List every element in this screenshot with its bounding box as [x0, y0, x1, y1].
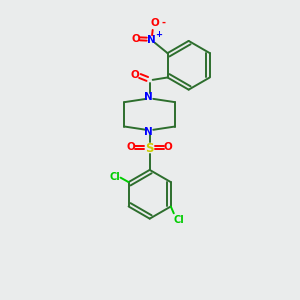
Text: +: +: [155, 30, 162, 39]
Text: O: O: [164, 142, 172, 152]
Text: Cl: Cl: [174, 215, 184, 225]
Text: N: N: [144, 127, 153, 137]
Text: S: S: [146, 142, 154, 155]
Text: O: O: [127, 142, 136, 152]
Text: Cl: Cl: [109, 172, 120, 182]
Text: N: N: [147, 35, 156, 45]
Text: -: -: [162, 18, 166, 28]
Text: O: O: [151, 18, 159, 28]
Text: O: O: [130, 70, 139, 80]
Text: N: N: [144, 92, 153, 102]
Text: O: O: [131, 34, 140, 44]
